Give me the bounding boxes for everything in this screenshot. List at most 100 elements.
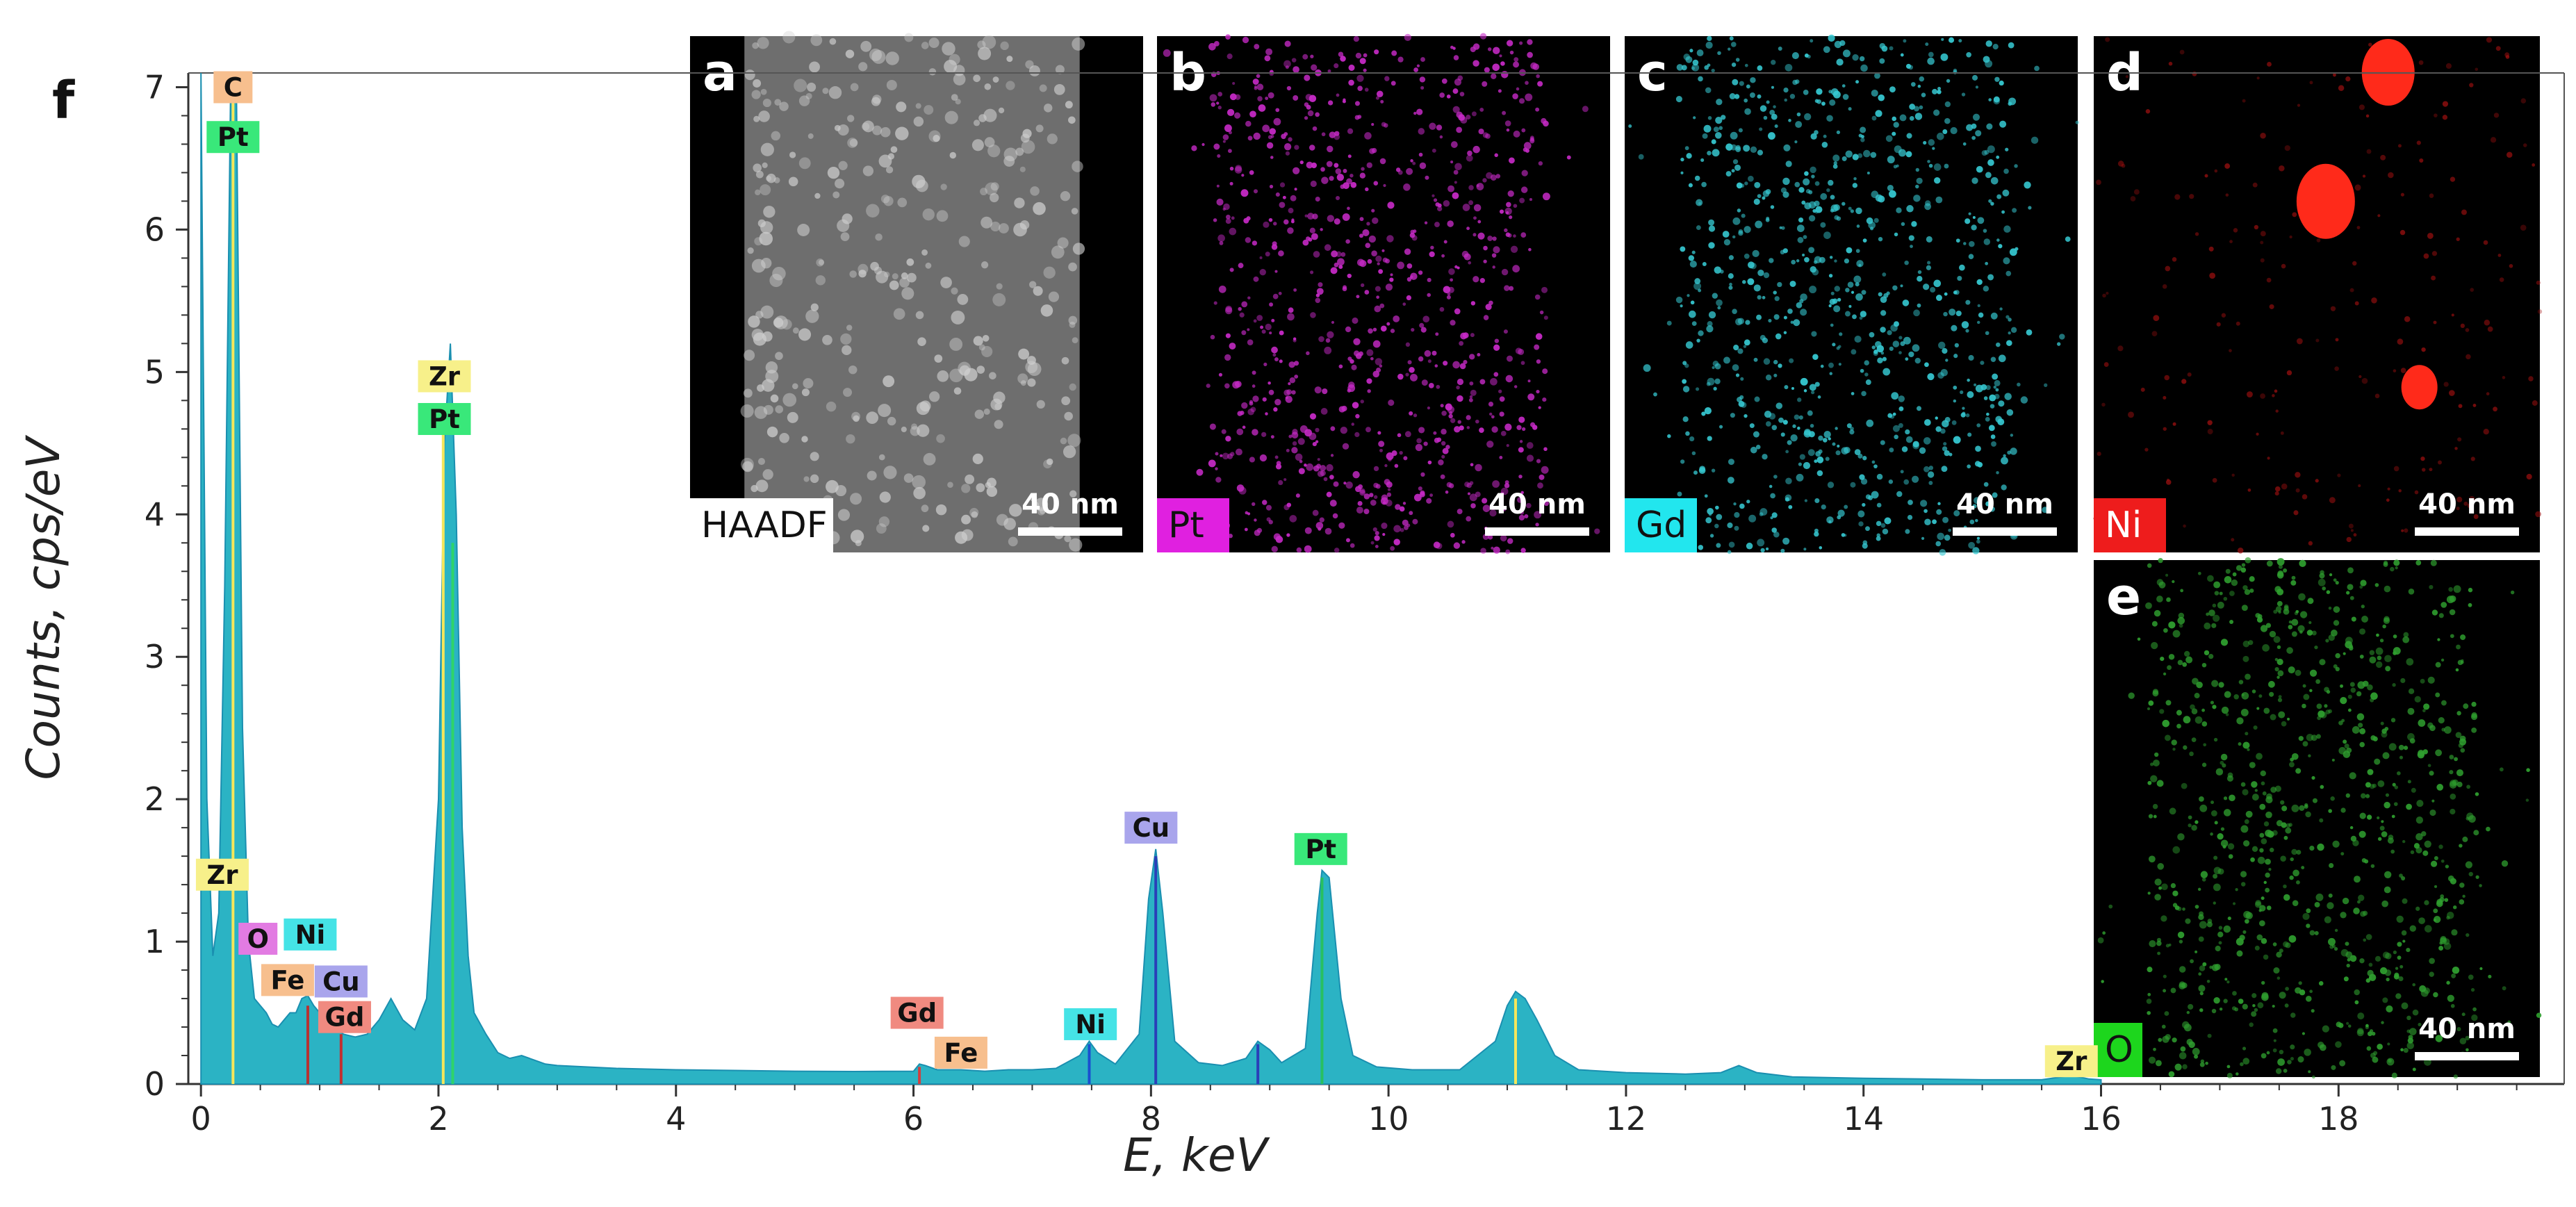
- map-signal-dot: [1507, 538, 1513, 544]
- map-signal-dot: [2254, 789, 2258, 792]
- map-signal-dot: [2200, 871, 2208, 878]
- haadf-grain: [924, 105, 934, 115]
- map-signal-dot: [1981, 150, 1987, 156]
- map-signal-dot: [1376, 367, 1381, 373]
- map-signal-dot: [1879, 58, 1885, 64]
- map-signal-dot: [1582, 106, 1589, 113]
- map-signal-dot: [1354, 101, 1360, 106]
- map-signal-dot: [2329, 573, 2333, 577]
- map-signal-dot: [2295, 669, 2302, 676]
- haadf-grain: [1069, 321, 1076, 328]
- map-signal-dot: [2358, 830, 2366, 838]
- map-signal-dot: [1911, 475, 1919, 483]
- map-signal-dot: [1745, 320, 1750, 325]
- map-signal-dot: [2163, 989, 2167, 993]
- map-signal-dot: [2345, 76, 2351, 82]
- map-signal-dot: [2259, 832, 2265, 838]
- map-signal-dot: [1225, 34, 1231, 40]
- haadf-grain: [762, 331, 773, 342]
- map-signal-dot: [1832, 298, 1838, 304]
- map-signal-dot: [1911, 221, 1917, 227]
- map-signal-dot: [2177, 931, 2185, 939]
- map-signal-dot: [1898, 422, 1903, 428]
- map-signal-dot: [1716, 543, 1721, 548]
- map-signal-dot: [1394, 463, 1399, 468]
- map-signal-dot: [2201, 878, 2206, 882]
- map-signal-dot: [1689, 436, 1695, 442]
- map-signal-dot: [2152, 803, 2158, 810]
- map-signal-dot: [1536, 359, 1541, 364]
- map-signal-dot: [2117, 345, 2124, 352]
- map-signal-dot: [2256, 753, 2263, 760]
- haadf-grain: [862, 120, 874, 133]
- map-signal-dot: [2249, 762, 2256, 769]
- map-signal-dot: [2001, 457, 2008, 465]
- map-signal-dot: [1338, 522, 1345, 529]
- map-signal-dot: [2276, 558, 2285, 566]
- map-signal-dot: [1410, 159, 1413, 163]
- map-signal-dot: [1712, 293, 1718, 299]
- map-signal-dot: [1816, 456, 1824, 463]
- map-signal-dot: [2317, 843, 2324, 851]
- map-signal-dot: [1331, 320, 1335, 325]
- map-signal-dot: [2208, 609, 2215, 616]
- map-signal-dot: [1493, 372, 1499, 377]
- map-signal-dot: [2276, 645, 2281, 650]
- map-signal-dot: [1538, 161, 1543, 166]
- map-signal-dot: [2252, 1003, 2256, 1008]
- map-signal-dot: [1446, 94, 1451, 99]
- map-signal-dot: [1900, 470, 1904, 474]
- map-signal-dot: [2194, 820, 2199, 824]
- map-signal-dot: [2439, 937, 2447, 944]
- map-signal-dot: [1752, 249, 1759, 258]
- map-signal-dot: [1708, 219, 1715, 226]
- map-signal-dot: [2427, 764, 2431, 767]
- map-signal-dot: [1268, 135, 1272, 140]
- map-signal-dot: [1990, 202, 1994, 206]
- map-signal-dot: [1243, 217, 1249, 224]
- map-signal-dot: [1944, 117, 1951, 124]
- map-signal-dot: [2397, 955, 2402, 960]
- map-signal-dot: [2150, 775, 2158, 782]
- map-signal-dot: [1457, 378, 1464, 386]
- map-signal-dot: [2382, 752, 2390, 759]
- map-signal-dot: [1342, 213, 1350, 221]
- haadf-grain: [754, 406, 768, 419]
- map-signal-dot: [1427, 293, 1431, 297]
- map-signal-dot: [2273, 967, 2280, 974]
- map-signal-dot: [2236, 950, 2243, 957]
- map-signal-dot: [2179, 49, 2185, 55]
- map-signal-dot: [2199, 1008, 2204, 1012]
- map-signal-dot: [1804, 171, 1809, 176]
- haadf-grain: [1069, 538, 1083, 552]
- map-signal-dot: [2306, 630, 2313, 636]
- map-signal-dot: [2010, 434, 2014, 437]
- map-signal-dot: [1936, 295, 1942, 302]
- map-signal-dot: [2218, 682, 2224, 688]
- map-signal-dot: [1345, 538, 1350, 543]
- map-signal-dot: [2276, 658, 2283, 666]
- map-signal-dot: [1942, 516, 1949, 523]
- map-signal-dot: [1265, 504, 1272, 511]
- map-signal-dot: [1835, 427, 1838, 430]
- map-signal-dot: [1312, 213, 1318, 220]
- map-signal-dot: [1759, 508, 1768, 516]
- map-signal-dot: [1921, 92, 1926, 97]
- map-signal-dot: [2275, 606, 2282, 612]
- map-signal-dot: [2024, 181, 2031, 189]
- map-signal-dot: [2178, 612, 2185, 619]
- map-signal-dot: [1842, 94, 1849, 100]
- map-signal-dot: [1762, 295, 1766, 299]
- map-signal-dot: [2101, 980, 2104, 983]
- map-signal-dot: [1483, 245, 1488, 251]
- map-signal-dot: [2012, 208, 2017, 213]
- peak-label-pt: Pt: [429, 404, 460, 434]
- map-signal-dot: [2172, 580, 2175, 584]
- map-signal-dot: [2276, 951, 2282, 958]
- map-signal-dot: [2097, 937, 2104, 944]
- haadf-grain: [980, 188, 987, 196]
- map-signal-dot: [2470, 987, 2475, 992]
- map-signal-dot: [1992, 492, 1998, 498]
- map-signal-dot: [1955, 310, 1962, 317]
- map-signal-dot: [2368, 974, 2377, 981]
